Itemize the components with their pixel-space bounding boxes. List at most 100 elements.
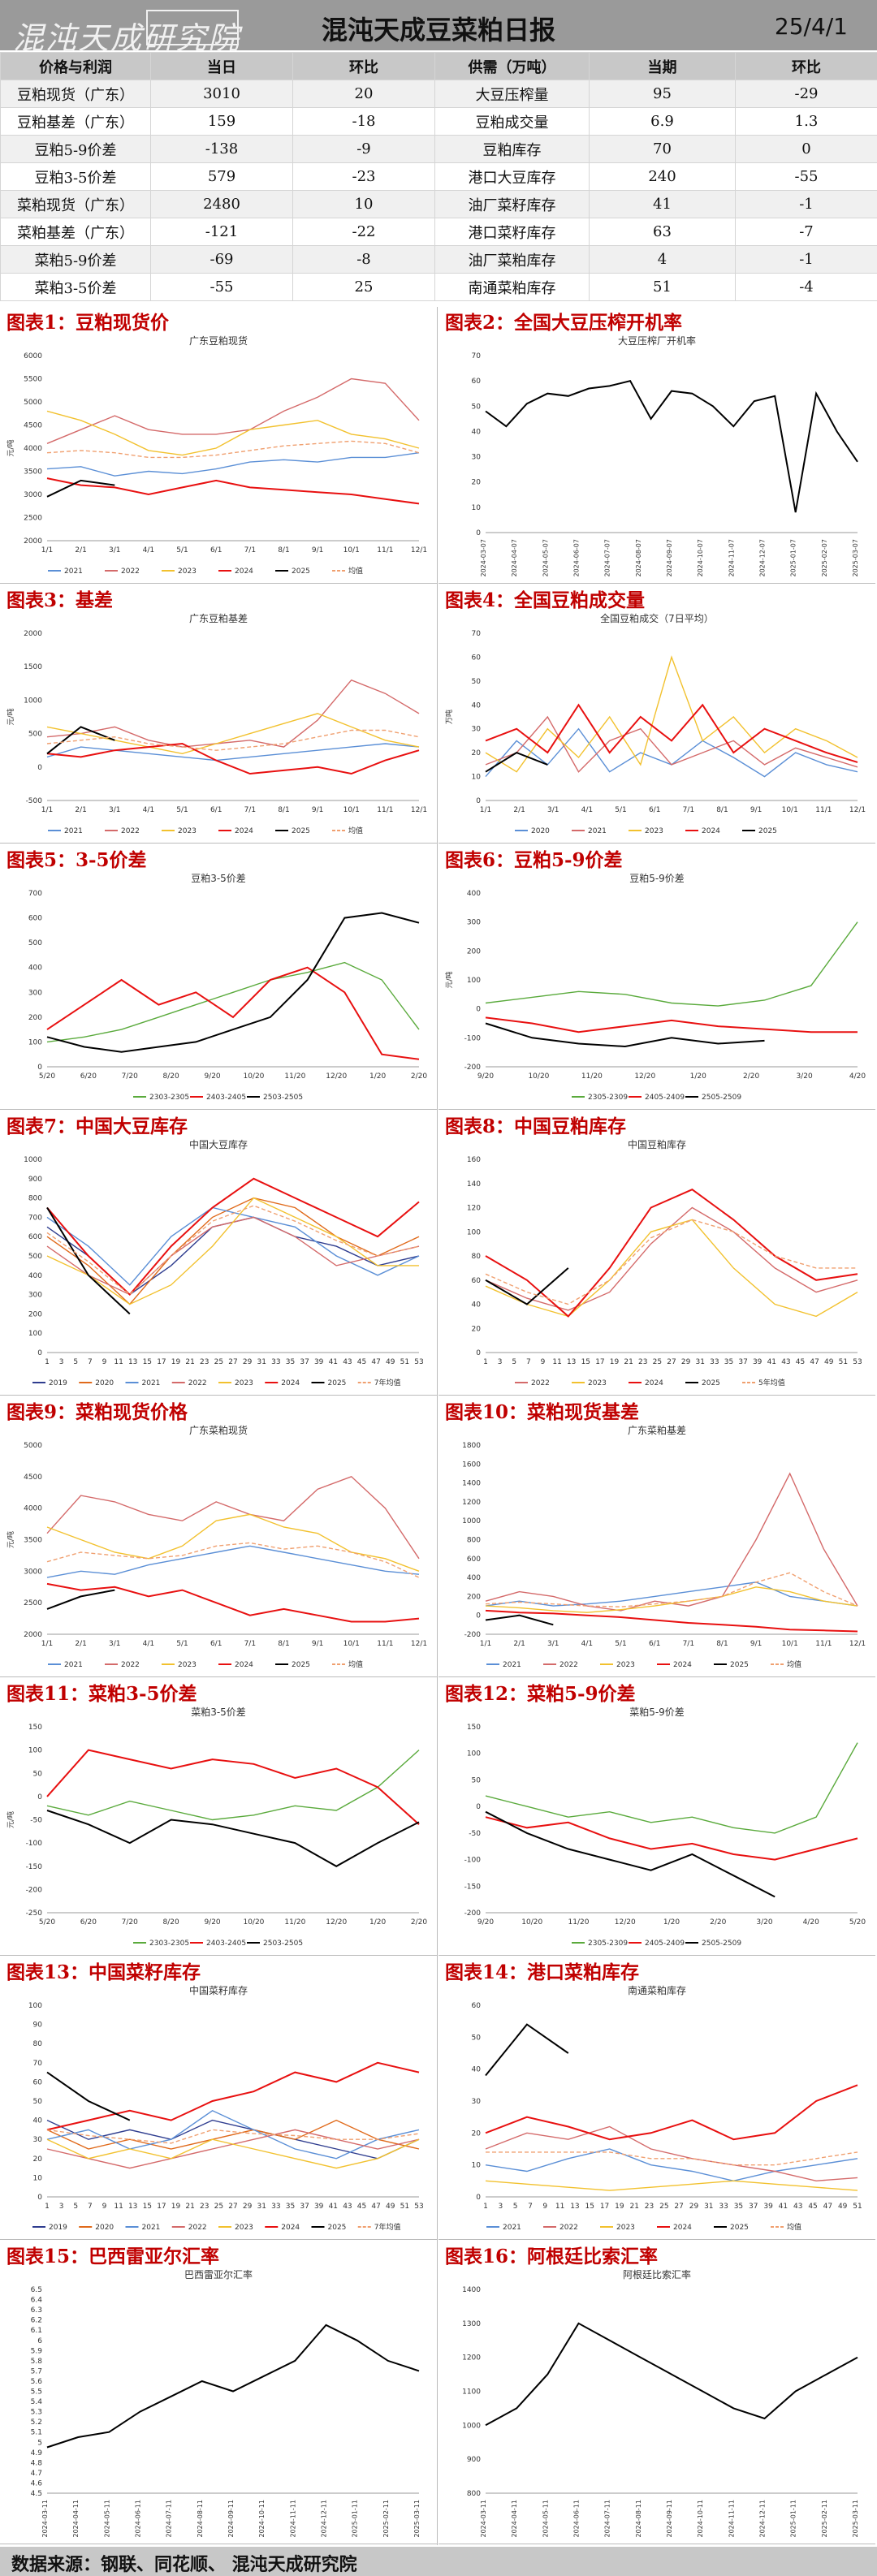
chart-section-title: 图表12：菜粕5-9价差 [445,1683,636,1705]
y-tick-label: 70 [33,2060,43,2068]
x-tick-label: 15 [143,1358,152,1366]
series-line [485,751,548,773]
legend-label: 2023 [645,827,663,835]
series-line [46,742,420,775]
x-tick-label: 41 [779,2203,788,2211]
company-logo: 混沌天成研究院 [6,5,242,56]
y-tick-label: 6.3 [31,2306,42,2315]
chart-panel-c8: 中国豆粕库存 0 20 40 60 80 100 120 140 160 1 3 5 7 9 11 13 15 17… [438,1135,875,1396]
x-tick-label: 39 [763,2203,773,2211]
y-tick-label: 0 [476,1803,481,1811]
x-tick-label: 10/20 [521,1918,542,1927]
x-tick-label: 11 [555,2203,564,2211]
x-tick-label: 23 [645,2203,654,2211]
x-tick-label: 4/20 [803,1918,819,1927]
y-tick-label: -50 [469,1830,481,1838]
chart-c2: 大豆压榨厂开机率 0 10 20 30 40 50 60 70 2024-03-07 2024-04… [472,334,859,577]
y-tick-label: 5000 [24,1442,42,1450]
table-cell: 6.9 [589,107,736,136]
x-tick-label: 7/20 [122,1072,138,1081]
chart-c1: 广东豆粕现货 2000 2500 3000 3500 4000 4500 5000 5500 60… [6,334,427,576]
series-line [46,2061,420,2131]
x-tick-label: 11/1 [815,806,832,814]
y-tick-label: 50 [33,2098,43,2106]
x-tick-label: 12/20 [615,1918,636,1927]
series-line [485,1219,858,1305]
table-cell: 159 [150,107,293,136]
x-tick-label: 9 [542,2203,547,2211]
x-tick-label: 2024-09-11 [227,2500,235,2538]
table-cell: 供需（万吨） [434,52,590,80]
table-cell: -55 [735,162,877,191]
table-cell: 豆粕成交量 [434,107,590,136]
x-tick-label: 51 [400,1358,409,1366]
y-tick-label: 200 [28,1310,42,1318]
x-tick-label: 35 [286,1358,295,1366]
series-line [485,2148,858,2182]
chart-section-title: 图表9：菜粕现货价格 [6,1401,188,1423]
x-tick-label: 2/20 [411,1918,427,1927]
legend-label: 2025 [758,827,777,835]
x-tick-label: 13 [128,1358,137,1366]
y-tick-label: 5.1 [31,2429,42,2437]
series-line [485,1189,858,1318]
series-line [46,1749,420,1825]
y-tick-label: 40 [472,1301,482,1310]
x-tick-label: 39 [753,1358,763,1366]
series-line [485,1816,858,1861]
y-tick-label: 0 [37,1349,42,1357]
chart-title: 南通菜粕库存 [628,1984,686,1996]
y-tick-label: 2000 [24,1631,42,1639]
y-tick-label: 4.5 [31,2490,42,2498]
y-tick-label: 120 [467,1205,481,1213]
y-tick-label: 1600 [462,1461,481,1469]
y-tick-label: 100 [28,1330,42,1338]
y-tick-label: 300 [28,989,42,997]
x-tick-label: 13 [570,2203,579,2211]
x-tick-label: 27 [674,2203,683,2211]
x-tick-label: 21 [629,2203,638,2211]
x-tick-label: 8/20 [163,1072,179,1081]
y-tick-label: 800 [28,1195,42,1203]
x-tick-label: 4/1 [143,546,154,554]
x-tick-label: 2024-07-07 [604,539,611,577]
chart-panel-c9: 广东菜粕现货 2000 2500 3000 3500 4000 4500 5000 元/吨 1/1… [0,1421,437,1677]
x-tick-label: 10/1 [782,1640,798,1648]
x-tick-label: 2025-01-07 [790,539,797,577]
y-tick-label: 40 [472,2066,482,2074]
chart-panel-c12: 菜粕5-9价差 -200 -150 -100 -50 0 50 100 150 9/20 10/20… [438,1702,875,1956]
x-tick-label: 43 [793,2203,802,2211]
table-cell: 菜粕现货（广东） [0,190,151,218]
y-tick-label: 50 [33,1770,43,1778]
series-line [46,1206,420,1286]
x-tick-label: 31 [696,1358,705,1366]
x-tick-label: 7 [526,1358,531,1366]
series-line [485,2180,858,2191]
x-tick-label: 10/1 [782,806,798,814]
series-line [46,912,420,1053]
y-tick-label: 50 [472,403,482,411]
x-tick-label: 1/1 [480,1640,491,1648]
y-tick-label: 100 [28,2002,42,2010]
table-row: 豆粕现货（广东） 3010 20 大豆压榨量 95 -29 [0,80,877,108]
chart-section-title: 图表14：港口菜粕库存 [445,1961,640,1983]
x-tick-label: 2024-10-07 [697,539,704,577]
series-line [485,2084,858,2141]
legend-label: 2405-2409 [645,1940,685,1948]
series-line [485,1267,569,1305]
y-tick-label: 50 [472,1776,482,1784]
legend-label: 2024 [645,1379,663,1387]
x-tick-label: 11/1 [815,1640,832,1648]
chart-title: 全国豆粕成交（7日平均） [600,612,714,624]
x-tick-label: 1/1 [41,806,53,814]
x-tick-label: 29 [243,2203,253,2211]
y-tick-label: 100 [467,1228,481,1236]
x-tick-label: 1 [483,2203,488,2211]
legend-label: 2025 [292,827,310,835]
chart-section-title: 图表7：中国大豆库存 [6,1115,188,1137]
series-line [46,1205,420,1296]
series-line [46,440,420,459]
x-tick-label: 1 [45,2203,50,2211]
chart-title: 阿根廷比索汇率 [623,2268,691,2280]
